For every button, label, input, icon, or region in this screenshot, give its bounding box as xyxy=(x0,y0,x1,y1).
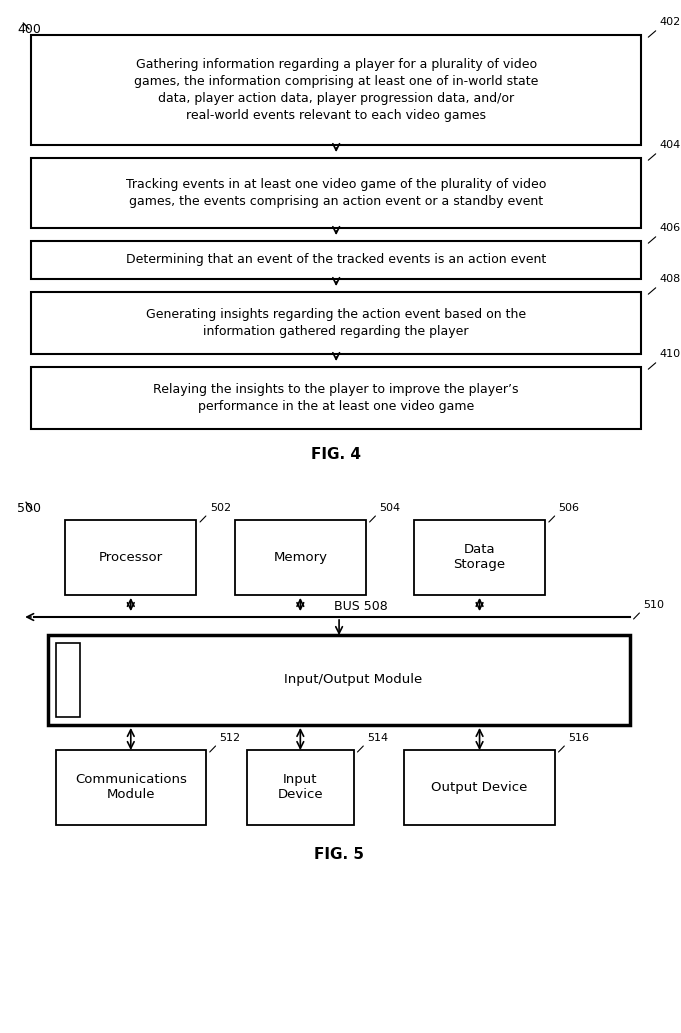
FancyBboxPatch shape xyxy=(31,158,642,228)
Text: Input
Device: Input Device xyxy=(278,774,323,802)
FancyBboxPatch shape xyxy=(247,750,353,825)
Text: FIG. 5: FIG. 5 xyxy=(314,847,364,862)
Text: 402: 402 xyxy=(660,17,681,27)
FancyBboxPatch shape xyxy=(405,750,554,825)
Text: 410: 410 xyxy=(660,349,681,359)
Text: 406: 406 xyxy=(660,223,681,233)
Text: 404: 404 xyxy=(660,140,681,150)
FancyBboxPatch shape xyxy=(31,367,642,429)
Text: Gathering information regarding a player for a plurality of video
games, the inf: Gathering information regarding a player… xyxy=(134,58,539,122)
FancyBboxPatch shape xyxy=(31,241,642,279)
FancyBboxPatch shape xyxy=(57,643,80,717)
Text: 504: 504 xyxy=(379,503,400,513)
Text: Input/Output Module: Input/Output Module xyxy=(285,674,423,687)
Text: 400: 400 xyxy=(18,23,42,36)
Text: 514: 514 xyxy=(367,733,388,743)
Text: 502: 502 xyxy=(210,503,231,513)
FancyBboxPatch shape xyxy=(414,520,545,595)
Text: Output Device: Output Device xyxy=(431,781,528,794)
Text: Determining that an event of the tracked events is an action event: Determining that an event of the tracked… xyxy=(126,253,546,267)
Text: 510: 510 xyxy=(644,600,664,611)
Text: FIG. 4: FIG. 4 xyxy=(311,447,361,462)
Text: Data
Storage: Data Storage xyxy=(454,543,505,571)
Text: Communications
Module: Communications Module xyxy=(75,774,187,802)
Text: Processor: Processor xyxy=(99,551,163,564)
Text: Memory: Memory xyxy=(273,551,328,564)
Text: 512: 512 xyxy=(219,733,240,743)
Text: Generating insights regarding the action event based on the
information gathered: Generating insights regarding the action… xyxy=(146,308,526,338)
Text: BUS 508: BUS 508 xyxy=(334,600,388,613)
FancyBboxPatch shape xyxy=(56,750,206,825)
Text: 408: 408 xyxy=(660,274,681,284)
Text: 516: 516 xyxy=(568,733,589,743)
FancyBboxPatch shape xyxy=(235,520,366,595)
Text: Tracking events in at least one video game of the plurality of video
games, the : Tracking events in at least one video ga… xyxy=(126,178,546,208)
FancyBboxPatch shape xyxy=(48,635,630,725)
Text: 500: 500 xyxy=(18,502,42,515)
Text: Relaying the insights to the player to improve the player’s
performance in the a: Relaying the insights to the player to i… xyxy=(153,383,519,413)
FancyBboxPatch shape xyxy=(31,292,642,354)
FancyBboxPatch shape xyxy=(31,35,642,145)
Text: 506: 506 xyxy=(558,503,580,513)
FancyBboxPatch shape xyxy=(65,520,196,595)
